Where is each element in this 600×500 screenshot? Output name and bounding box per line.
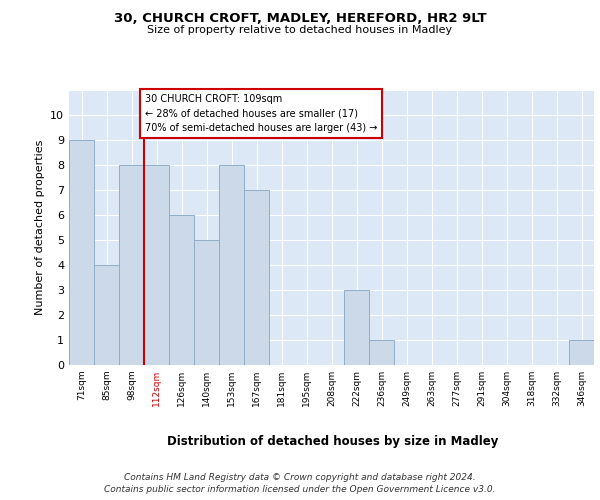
Bar: [194, 240, 219, 365]
Bar: [119, 165, 144, 365]
Text: 30 CHURCH CROFT: 109sqm
← 28% of detached houses are smaller (17)
70% of semi-de: 30 CHURCH CROFT: 109sqm ← 28% of detache…: [145, 94, 377, 134]
Bar: [144, 165, 169, 365]
Bar: [94, 265, 119, 365]
Text: Contains public sector information licensed under the Open Government Licence v3: Contains public sector information licen…: [104, 485, 496, 494]
Text: Contains HM Land Registry data © Crown copyright and database right 2024.: Contains HM Land Registry data © Crown c…: [124, 472, 476, 482]
Text: Size of property relative to detached houses in Madley: Size of property relative to detached ho…: [148, 25, 452, 35]
Bar: [219, 165, 244, 365]
Text: 30, CHURCH CROFT, MADLEY, HEREFORD, HR2 9LT: 30, CHURCH CROFT, MADLEY, HEREFORD, HR2 …: [113, 12, 487, 26]
Bar: [69, 140, 94, 365]
Bar: [244, 190, 269, 365]
Y-axis label: Number of detached properties: Number of detached properties: [35, 140, 44, 315]
Bar: [569, 340, 594, 365]
Bar: [344, 290, 369, 365]
Bar: [169, 215, 194, 365]
Text: Distribution of detached houses by size in Madley: Distribution of detached houses by size …: [167, 435, 499, 448]
Bar: [369, 340, 394, 365]
